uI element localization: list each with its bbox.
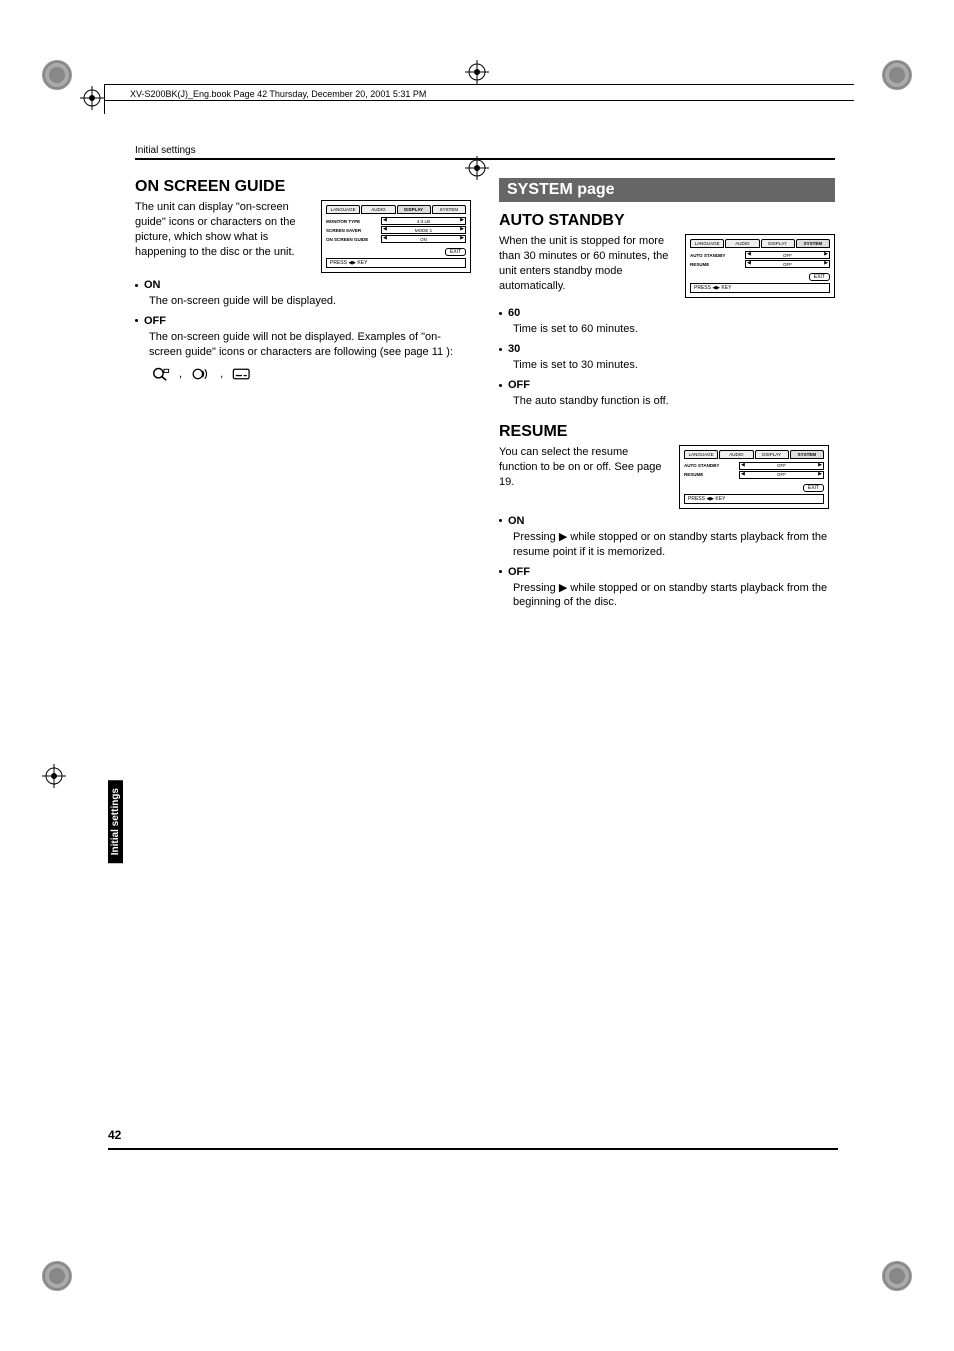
option-item: 60 Time is set to 60 minutes. — [499, 307, 835, 337]
print-header-text: XV-S200BK(J)_Eng.book Page 42 Thursday, … — [130, 89, 426, 99]
bullet-icon — [499, 312, 502, 315]
auto-standby-title: AUTO STANDBY — [499, 212, 835, 230]
crop-line — [104, 84, 854, 85]
option-desc: Pressing ▶ while stopped or on standby s… — [513, 530, 835, 560]
right-column: SYSTEM page AUTO STANDBY When the unit i… — [499, 178, 835, 616]
resume-intro: You can select the resume function to be… — [499, 445, 669, 490]
option-desc: Time is set to 60 minutes. — [513, 322, 835, 337]
zoom-icon — [149, 366, 171, 382]
registration-mark-icon — [80, 86, 104, 110]
bullet-icon — [135, 284, 138, 287]
icon-separator: , — [220, 368, 223, 380]
page-content: Initial settings ON SCREEN GUIDE The uni… — [135, 145, 835, 616]
osd-system-diagram: LANGUAGEAUDIODISPLAYSYSTEM AUTO STANDBY◀O… — [685, 234, 835, 298]
osd-footer: PRESS ◀▶ KEY — [326, 258, 466, 268]
resume-options: ON Pressing ▶ while stopped or on standby… — [499, 515, 835, 610]
option-desc: The on-screen guide will be displayed. — [149, 294, 471, 309]
osd-tab: DISPLAY — [761, 239, 795, 248]
bullet-icon — [135, 319, 138, 322]
crop-circle-icon — [882, 60, 912, 90]
option-item: ON The on-screen guide will be displayed. — [135, 279, 471, 309]
footer-rule — [108, 1148, 838, 1150]
option-label: OFF — [144, 315, 166, 327]
crop-circle-icon — [42, 1261, 72, 1291]
option-desc: Pressing ▶ while stopped or on standby s… — [513, 581, 835, 611]
osd-tab: DISPLAY — [397, 205, 431, 214]
osd-row: SCREEN SAVER◀MODE 1▶ — [326, 226, 466, 234]
option-label: ON — [508, 515, 525, 527]
system-page-bar: SYSTEM page — [499, 178, 835, 202]
bullet-icon — [499, 519, 502, 522]
osd-row: RESUME◀OFF▶ — [684, 471, 824, 479]
on-screen-guide-intro: The unit can display "on-screen guide" i… — [135, 200, 311, 259]
option-item: 30 Time is set to 30 minutes. — [499, 343, 835, 373]
osd-row: MONITOR TYPE◀4:3 LB▶ — [326, 217, 466, 225]
example-icons-row: , , — [149, 366, 471, 382]
option-item: ON Pressing ▶ while stopped or on standby… — [499, 515, 835, 560]
option-label: 60 — [508, 307, 520, 319]
subtitle-icon — [231, 366, 253, 382]
osd-exit: EXIT — [803, 484, 824, 492]
osd-row: ON SCREEN GUIDE◀ON▶ — [326, 235, 466, 243]
option-label: OFF — [508, 566, 530, 578]
osd-tab: AUDIO — [361, 205, 395, 214]
registration-mark-icon — [465, 60, 489, 84]
bullet-icon — [499, 570, 502, 573]
option-item: OFF Pressing ▶ while stopped or on standb… — [499, 566, 835, 611]
osd-display-diagram: LANGUAGEAUDIODISPLAYSYSTEM MONITOR TYPE◀4… — [321, 200, 471, 273]
osd-row: RESUME◀OFF▶ — [690, 260, 830, 268]
osd-resume-diagram: LANGUAGEAUDIODISPLAYSYSTEM AUTO STANDBY◀O… — [679, 445, 829, 509]
osd-tab: DISPLAY — [755, 450, 789, 459]
auto-standby-options: 60 Time is set to 60 minutes. 30 Time is se… — [499, 307, 835, 409]
osd-exit: EXIT — [809, 273, 830, 281]
auto-standby-intro: When the unit is stopped for more than 3… — [499, 234, 675, 293]
on-screen-guide-options: ON The on-screen guide will be displayed.… — [135, 279, 471, 360]
osd-tab: AUDIO — [725, 239, 759, 248]
audio-icon — [190, 366, 212, 382]
crop-line — [104, 100, 854, 101]
option-desc: The auto standby function is off. — [513, 394, 835, 409]
option-item: OFF The auto standby function is off. — [499, 379, 835, 409]
osd-tab: SYSTEM — [790, 450, 824, 459]
option-item: OFF The on-screen guide will not be displ… — [135, 315, 471, 360]
osd-tab: AUDIO — [719, 450, 753, 459]
crop-circle-icon — [882, 1261, 912, 1291]
osd-tab: SYSTEM — [432, 205, 466, 214]
osd-tab: LANGUAGE — [690, 239, 724, 248]
osd-exit: EXIT — [445, 248, 466, 256]
osd-tab: SYSTEM — [796, 239, 830, 248]
osd-footer: PRESS ◀▶ KEY — [690, 283, 830, 293]
crop-line — [104, 84, 105, 114]
registration-mark-icon — [42, 764, 66, 788]
osd-tab: LANGUAGE — [326, 205, 360, 214]
icon-separator: , — [179, 368, 182, 380]
option-desc: The on-screen guide will not be displaye… — [149, 330, 471, 360]
resume-title: RESUME — [499, 423, 835, 441]
bullet-icon — [499, 384, 502, 387]
osd-footer: PRESS ◀▶ KEY — [684, 494, 824, 504]
osd-tab: LANGUAGE — [684, 450, 718, 459]
page-number: 42 — [108, 1128, 121, 1142]
option-desc: Time is set to 30 minutes. — [513, 358, 835, 373]
option-label: OFF — [508, 379, 530, 391]
breadcrumb: Initial settings — [135, 145, 835, 156]
crop-circle-icon — [42, 60, 72, 90]
left-column: ON SCREEN GUIDE The unit can display "on… — [135, 178, 471, 616]
option-label: ON — [144, 279, 161, 291]
header-rule — [135, 158, 835, 160]
bullet-icon — [499, 348, 502, 351]
on-screen-guide-title: ON SCREEN GUIDE — [135, 178, 471, 196]
osd-row: AUTO STANDBY◀OFF▶ — [690, 251, 830, 259]
side-tab-label: Initial settings — [108, 780, 123, 863]
option-label: 30 — [508, 343, 520, 355]
osd-row: AUTO STANDBY◀OFF▶ — [684, 462, 824, 470]
